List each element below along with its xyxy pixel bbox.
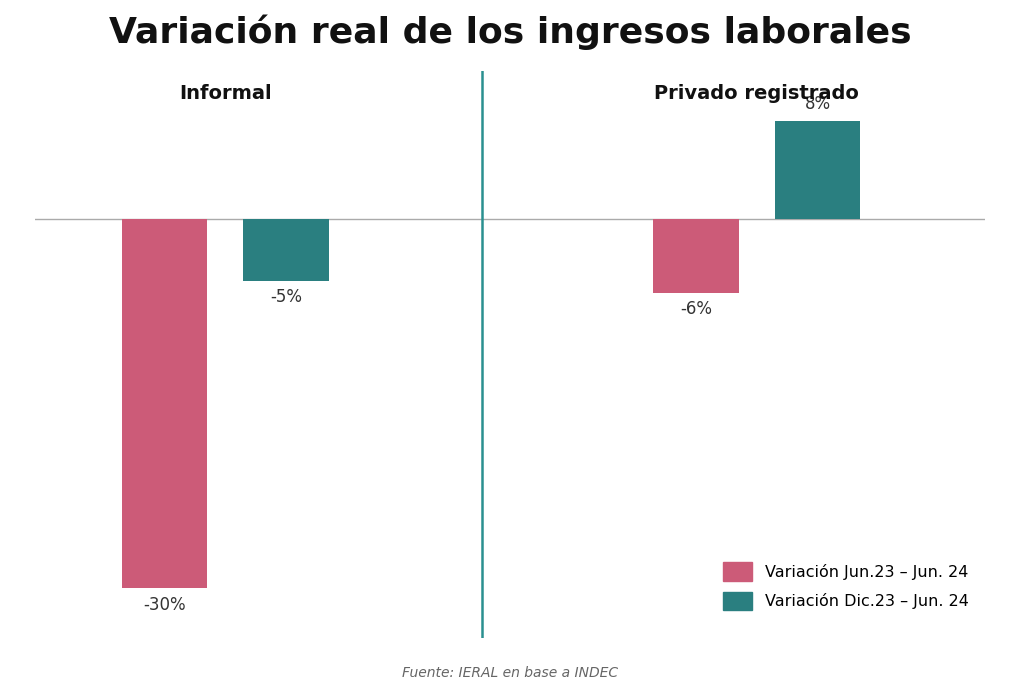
Text: Informal: Informal (178, 84, 271, 102)
Bar (774, 120, 859, 219)
Bar (121, 219, 207, 588)
Text: -30%: -30% (143, 596, 185, 613)
Text: -5%: -5% (270, 288, 302, 306)
Text: Privado registrado: Privado registrado (654, 84, 858, 102)
Text: Fuente: IERAL en base a INDEC: Fuente: IERAL en base a INDEC (401, 666, 618, 680)
Text: 8%: 8% (804, 95, 829, 113)
Bar (244, 219, 328, 280)
Text: -6%: -6% (680, 300, 711, 318)
Legend: Variación Jun.23 – Jun. 24, Variación Dic.23 – Jun. 24: Variación Jun.23 – Jun. 24, Variación Di… (714, 554, 975, 618)
Bar (653, 219, 738, 293)
Title: Variación real de los ingresos laborales: Variación real de los ingresos laborales (109, 15, 910, 51)
